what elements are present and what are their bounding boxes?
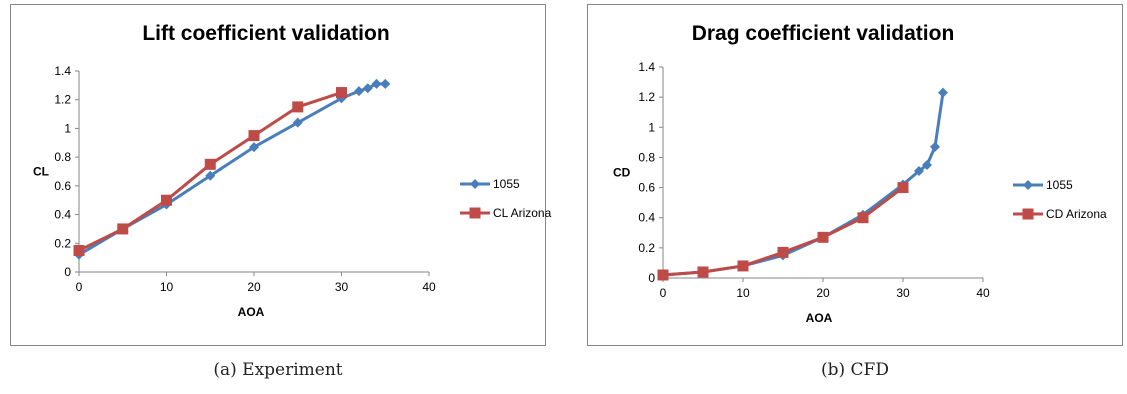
drag-point-1055 [922,159,932,170]
drag-x-tick-label: 20 [816,286,830,300]
drag-x-tick-label: 10 [736,286,750,300]
drag-y-tick-label: 1 [648,120,655,134]
drag-chart-title: Drag coefficient validation [692,22,955,45]
lift-point-1055 [380,78,391,89]
drag-point-1055 [938,87,948,98]
lift-y-tick-label: 1 [64,121,71,135]
drag-legend-label: 1055 [1046,178,1073,192]
lift-chart-panel: Lift coefficient validation 0 0.2 0.4 0.6 0.8… [0,0,552,394]
drag-chart-area: Drag coefficient validation 0 0.2 0.4 0.6 0.8… [587,4,1123,346]
lift-point-1055 [371,78,382,89]
drag-point-arizona [657,269,669,281]
lift-point-1055 [205,170,216,181]
drag-point-1055 [914,165,924,176]
drag-y-tick-label: 0.4 [638,211,655,225]
drag-chart-caption: (b) CFD [821,360,889,380]
drag-x-tick-label: 40 [976,286,990,300]
drag-x-tick-label: 30 [896,286,910,300]
lift-y-axis-title: CL [33,165,49,179]
drag-chart-panel: Drag coefficient validation 0 0.2 0.4 0.6 0.8… [577,0,1127,394]
lift-point-arizona [117,223,129,235]
drag-y-tick-label: 0 [648,271,655,285]
lift-legend-label: CL Arizona [493,206,552,220]
drag-y-tick-label: 1.2 [638,90,655,104]
lift-chart-caption: (a) Experiment [213,360,343,380]
drag-legend-label: CD Arizona [1046,207,1107,221]
lift-point-1055 [362,83,373,94]
lift-x-tick-label: 0 [76,280,83,294]
lift-point-arizona [161,194,172,206]
drag-y-tick-label: 0.2 [638,241,655,255]
lift-chart-svg: Lift coefficient validation 0 0.2 0.4 0.6 0.8… [33,22,552,319]
lift-chart-title: Lift coefficient validation [142,22,389,45]
lift-point-arizona [248,130,260,142]
lift-x-axis-title: AOA [238,305,265,319]
drag-legend-marker-diamond [1023,180,1033,190]
lift-x-tick-label: 30 [335,280,349,294]
drag-point-arizona [817,231,829,243]
drag-point-arizona [697,266,709,278]
lift-x-tick-label: 40 [422,280,436,294]
drag-point-arizona [857,212,869,224]
lift-x-tick-label: 20 [247,280,261,294]
lift-y-tick-label: 1.4 [54,64,71,78]
drag-point-1055 [930,141,940,152]
drag-legend-marker-square [1022,208,1034,220]
drag-y-axis-title: CD [613,166,631,180]
drag-y-tick-label: 0.6 [638,181,655,195]
lift-legend-label: 1055 [493,177,520,191]
drag-x-tick-label: 0 [660,286,667,300]
lift-point-arizona [292,101,304,113]
lift-y-tick-label: 0 [64,265,71,279]
lift-y-tick-label: 1.2 [54,93,71,107]
drag-y-tick-label: 1.4 [638,60,655,74]
lift-point-arizona [73,244,85,256]
lift-point-1055 [249,142,259,153]
drag-point-arizona [897,182,909,194]
lift-y-tick-label: 0.2 [54,236,71,250]
drag-y-tick-label: 0.8 [638,150,655,164]
lift-point-arizona [336,87,347,99]
drag-series-arizona-line [662,186,904,277]
drag-x-axis-title: AOA [806,311,833,325]
lift-y-tick-label: 0.4 [54,208,71,222]
lift-chart-area: Lift coefficient validation 0 0.2 0.4 0.6 0.8… [10,4,552,346]
lift-y-tick-label: 0.6 [54,179,71,193]
lift-point-1055 [354,86,364,97]
lift-point-1055 [292,117,303,128]
drag-point-arizona [777,246,789,258]
lift-legend-marker-square [469,207,481,219]
lift-x-tick-label: 10 [160,280,174,294]
lift-legend-marker-diamond [470,179,480,189]
drag-chart-svg: Drag coefficient validation 0 0.2 0.4 0.6 0.8… [613,22,1107,325]
lift-y-tick-label: 0.8 [54,150,71,164]
drag-point-arizona [737,260,749,272]
lift-point-arizona [204,158,216,170]
